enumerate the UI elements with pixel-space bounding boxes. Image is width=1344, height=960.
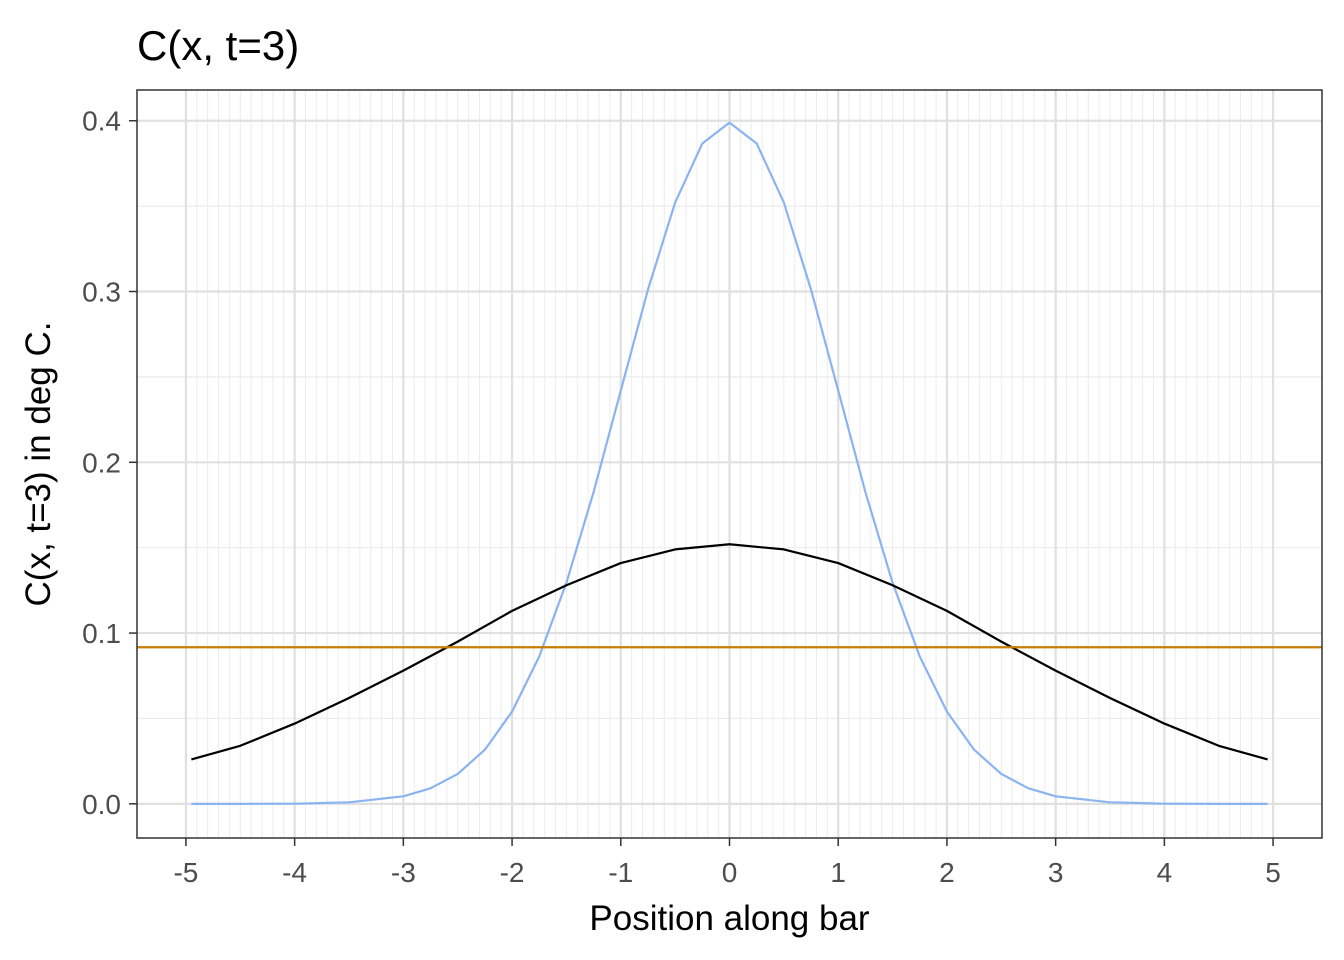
x-tick-label: -5	[173, 857, 198, 888]
series-group	[137, 121, 1322, 805]
x-tick-label: 1	[830, 857, 846, 888]
x-tick-label: -3	[391, 857, 416, 888]
chart-title: C(x, t=3)	[137, 22, 299, 69]
y-axis-label: C(x, t=3) in deg C.	[19, 322, 58, 607]
x-tick-label: 2	[939, 857, 955, 888]
y-tick-label: 0.1	[82, 618, 121, 649]
y-axis: 0.0 0.1 0.2 0.3 0.4	[82, 106, 137, 820]
series-line-1	[191, 121, 1268, 805]
x-tick-label: 5	[1265, 857, 1281, 888]
y-tick-label: 0.0	[82, 789, 121, 820]
x-tick-label: 3	[1048, 857, 1064, 888]
y-tick-label: 0.4	[82, 106, 121, 137]
series-line-2	[191, 543, 1268, 761]
x-tick-label: -4	[282, 857, 307, 888]
x-axis-label: Position along bar	[589, 899, 870, 938]
x-tick-label: 4	[1157, 857, 1173, 888]
major-grid	[137, 90, 1322, 838]
minor-grid	[137, 90, 1322, 838]
x-tick-label: 0	[722, 857, 738, 888]
x-axis: -5 -4 -3 -2 -1 0 1 2 3 4 5	[173, 838, 1281, 888]
x-tick-label: -2	[500, 857, 525, 888]
y-tick-label: 0.3	[82, 277, 121, 308]
y-tick-label: 0.2	[82, 447, 121, 478]
x-tick-label: -1	[608, 857, 633, 888]
